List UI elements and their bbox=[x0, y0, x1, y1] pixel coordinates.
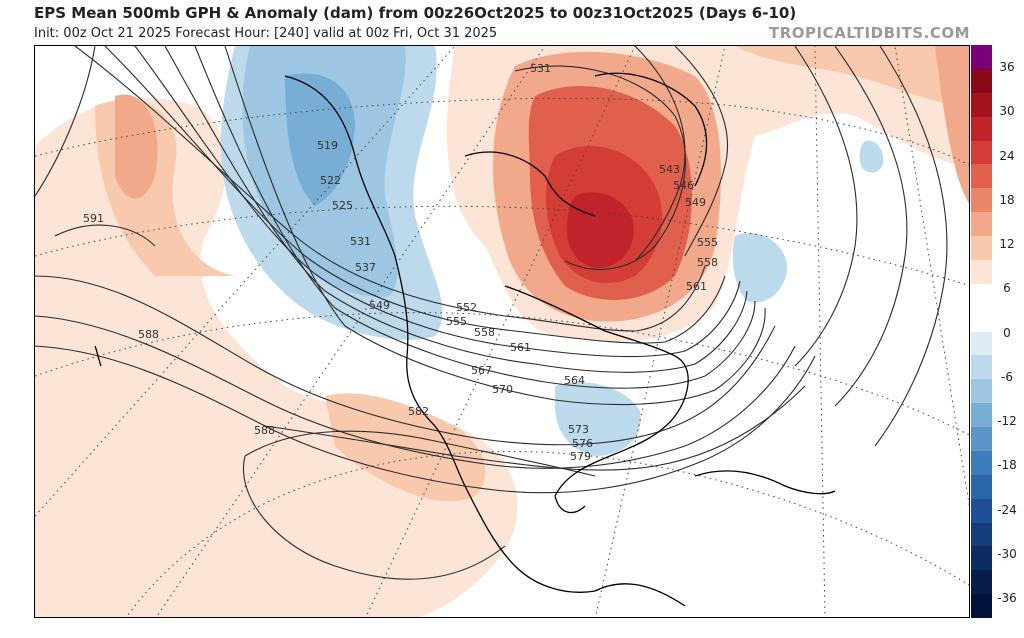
colorbar-swatch bbox=[971, 474, 992, 499]
contour-labels: 519 522 525 531 537 549 552 555 558 561 … bbox=[83, 62, 718, 463]
colorbar-swatch bbox=[971, 116, 992, 141]
colorbar-swatch bbox=[971, 450, 992, 475]
contour-label: 567 bbox=[471, 364, 492, 377]
colorbar-swatch bbox=[971, 259, 992, 284]
colorbar-swatch bbox=[971, 164, 992, 189]
contour-label: 555 bbox=[697, 236, 718, 249]
colorbar-swatch bbox=[971, 594, 992, 618]
contour-label: 561 bbox=[686, 280, 707, 293]
contour-label: 558 bbox=[474, 326, 495, 339]
negative-anomaly-shading bbox=[220, 46, 884, 456]
colorbar-swatch bbox=[971, 331, 992, 356]
colorbar-swatch bbox=[971, 307, 992, 332]
colorbar-swatch bbox=[971, 212, 992, 236]
colorbar-swatch bbox=[971, 140, 992, 165]
contour-label: 549 bbox=[369, 299, 390, 312]
colorbar-swatch bbox=[971, 283, 992, 308]
positive-anomaly-shading bbox=[35, 46, 969, 617]
colorbar-swatch bbox=[971, 92, 992, 117]
height-contours bbox=[35, 46, 948, 580]
contour-label: 525 bbox=[332, 199, 353, 212]
colorbar-tick-label: -24 bbox=[997, 502, 1017, 517]
colorbar-tick-label: 18 bbox=[999, 192, 1015, 207]
contour-label: 546 bbox=[673, 179, 694, 192]
colorbar-tick-label: 6 bbox=[1003, 281, 1011, 296]
colorbar-swatch bbox=[971, 68, 992, 93]
anomaly-colorbar bbox=[971, 45, 992, 618]
contour-label: 531 bbox=[530, 62, 551, 75]
colorbar-swatch bbox=[971, 570, 992, 595]
contour-label: 588 bbox=[254, 424, 275, 437]
contour-label: 591 bbox=[83, 212, 104, 225]
contour-label: 531 bbox=[350, 235, 371, 248]
map-subtitle: Init: 00z Oct 21 2025 Forecast Hour: [24… bbox=[34, 26, 498, 41]
contour-label: 543 bbox=[659, 163, 680, 176]
colorbar-swatch bbox=[971, 403, 992, 427]
contour-label: 555 bbox=[446, 315, 467, 328]
colorbar-tick-label: -36 bbox=[997, 591, 1017, 605]
colorbar-tick-label: 36 bbox=[999, 60, 1015, 74]
colorbar-swatch bbox=[971, 498, 992, 523]
colorbar-swatch bbox=[971, 427, 992, 451]
colorbar-labels: 36 30 24 18 12 6 0 -6 -12 -18 -24 -30 -36 bbox=[993, 45, 1024, 618]
brand-watermark: TROPICALTIDBITS.COM bbox=[769, 24, 970, 42]
contour-label: 564 bbox=[564, 374, 585, 387]
colorbar-tick-label: 0 bbox=[1003, 325, 1011, 340]
contour-label: 549 bbox=[685, 196, 706, 209]
colorbar-swatch bbox=[971, 236, 992, 260]
contour-label: 558 bbox=[697, 256, 718, 269]
map-canvas: 519 522 525 531 537 549 552 555 558 561 … bbox=[35, 46, 969, 617]
contour-label: 537 bbox=[355, 261, 376, 274]
colorbar-swatch bbox=[971, 355, 992, 380]
contour-label: 576 bbox=[572, 437, 593, 450]
map-title: EPS Mean 500mb GPH & Anomaly (dam) from … bbox=[34, 4, 797, 22]
contour-label: 552 bbox=[456, 301, 477, 314]
colorbar-tick-label: -6 bbox=[1001, 369, 1013, 384]
colorbar-swatch bbox=[971, 546, 992, 571]
colorbar-tick-label: 12 bbox=[999, 237, 1015, 251]
colorbar-tick-label: 30 bbox=[999, 104, 1015, 119]
coastlines bbox=[94, 72, 836, 607]
contour-label: 582 bbox=[408, 405, 429, 418]
colorbar-swatch bbox=[971, 379, 992, 404]
colorbar-swatch bbox=[971, 522, 992, 547]
contour-label: 579 bbox=[570, 450, 591, 463]
contour-label: 522 bbox=[320, 174, 341, 187]
colorbar-tick-label: -30 bbox=[997, 546, 1017, 561]
colorbar-swatch bbox=[971, 45, 992, 69]
colorbar-swatch bbox=[971, 188, 992, 213]
colorbar-tick-label: -18 bbox=[997, 458, 1017, 473]
colorbar-tick-label: -12 bbox=[997, 414, 1017, 428]
graticule bbox=[35, 46, 969, 617]
contour-label: 519 bbox=[317, 139, 338, 152]
contour-label: 570 bbox=[492, 383, 513, 396]
contour-label: 588 bbox=[138, 328, 159, 341]
colorbar-tick-label: 24 bbox=[999, 148, 1015, 163]
weather-map: 519 522 525 531 537 549 552 555 558 561 … bbox=[34, 45, 970, 618]
contour-label: 573 bbox=[568, 423, 589, 436]
contour-label: 561 bbox=[510, 341, 531, 354]
